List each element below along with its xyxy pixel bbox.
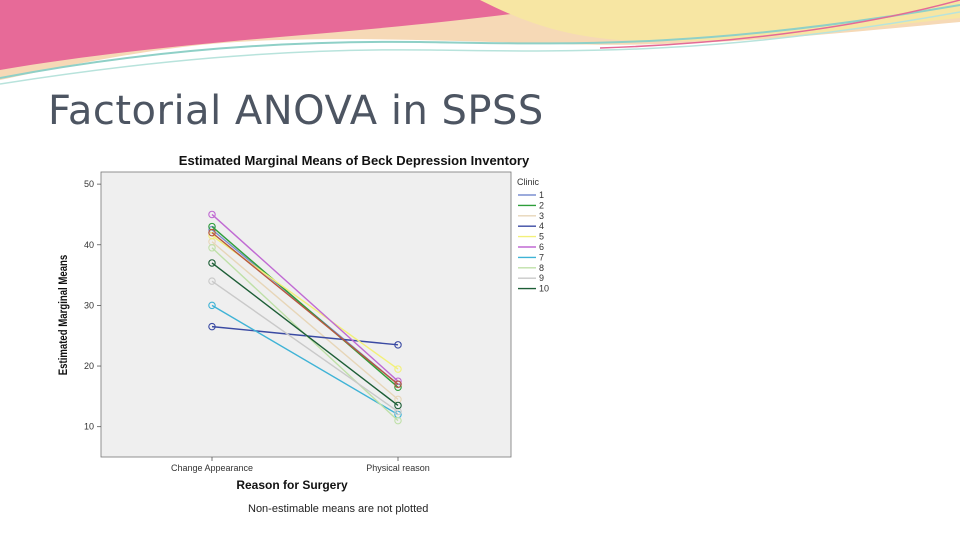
legend-label: 4 xyxy=(539,221,544,231)
series-line xyxy=(211,304,399,416)
data-point xyxy=(208,210,216,219)
series-line xyxy=(211,241,399,400)
plot-area xyxy=(100,171,512,458)
series-line xyxy=(211,226,399,388)
legend-label: 1 xyxy=(539,190,544,200)
y-axis-label: Estimated Marginal Means xyxy=(57,255,70,375)
data-point xyxy=(208,301,216,310)
data-point xyxy=(394,401,402,410)
footnote: Non-estimable means are not plotted xyxy=(248,503,428,515)
decorative-banner xyxy=(0,0,960,85)
series-6 xyxy=(208,210,402,385)
series-line xyxy=(211,325,399,346)
legend-label: 7 xyxy=(539,252,544,262)
data-point xyxy=(208,322,216,331)
legend-label: 8 xyxy=(539,263,544,273)
x-tick-label: Physical reason xyxy=(366,463,430,473)
slide-title: Factorial ANOVA in SPSS xyxy=(48,88,544,134)
legend-label: 9 xyxy=(539,273,544,283)
series-line xyxy=(211,232,399,385)
series-line xyxy=(211,213,399,382)
y-tick-label: 20 xyxy=(84,361,94,371)
x-axis-label: Reason for Surgery xyxy=(236,478,348,492)
y-tick-label: 50 xyxy=(84,179,94,189)
data-point xyxy=(208,244,216,252)
line-chart: Estimated Marginal Means of Beck Depress… xyxy=(57,153,549,515)
chart-image: Estimated Marginal Means of Beck Depress… xyxy=(40,143,670,521)
legend-label: 2 xyxy=(539,200,544,210)
legend-title: Clinic xyxy=(517,177,540,187)
series-line xyxy=(211,280,399,413)
data-point xyxy=(208,259,216,267)
series-10 xyxy=(208,259,402,410)
chart-title: Estimated Marginal Means of Beck Depress… xyxy=(179,153,530,168)
data-point xyxy=(208,277,216,285)
y-tick-label: 30 xyxy=(84,300,94,310)
y-tick-label: 40 xyxy=(84,240,94,250)
x-tick-label: Change Appearance xyxy=(171,463,253,473)
series-line xyxy=(211,262,399,407)
series-4 xyxy=(208,322,402,349)
legend-label: 10 xyxy=(539,284,549,294)
data-point xyxy=(394,365,402,373)
data-point xyxy=(394,341,402,349)
data-point xyxy=(394,416,402,425)
data-point xyxy=(394,380,402,388)
series-extra xyxy=(208,228,402,388)
legend-label: 6 xyxy=(539,242,544,252)
legend-label: 3 xyxy=(539,211,544,221)
data-point xyxy=(208,228,216,237)
legend-label: 5 xyxy=(539,232,544,242)
y-tick-label: 10 xyxy=(84,422,94,432)
